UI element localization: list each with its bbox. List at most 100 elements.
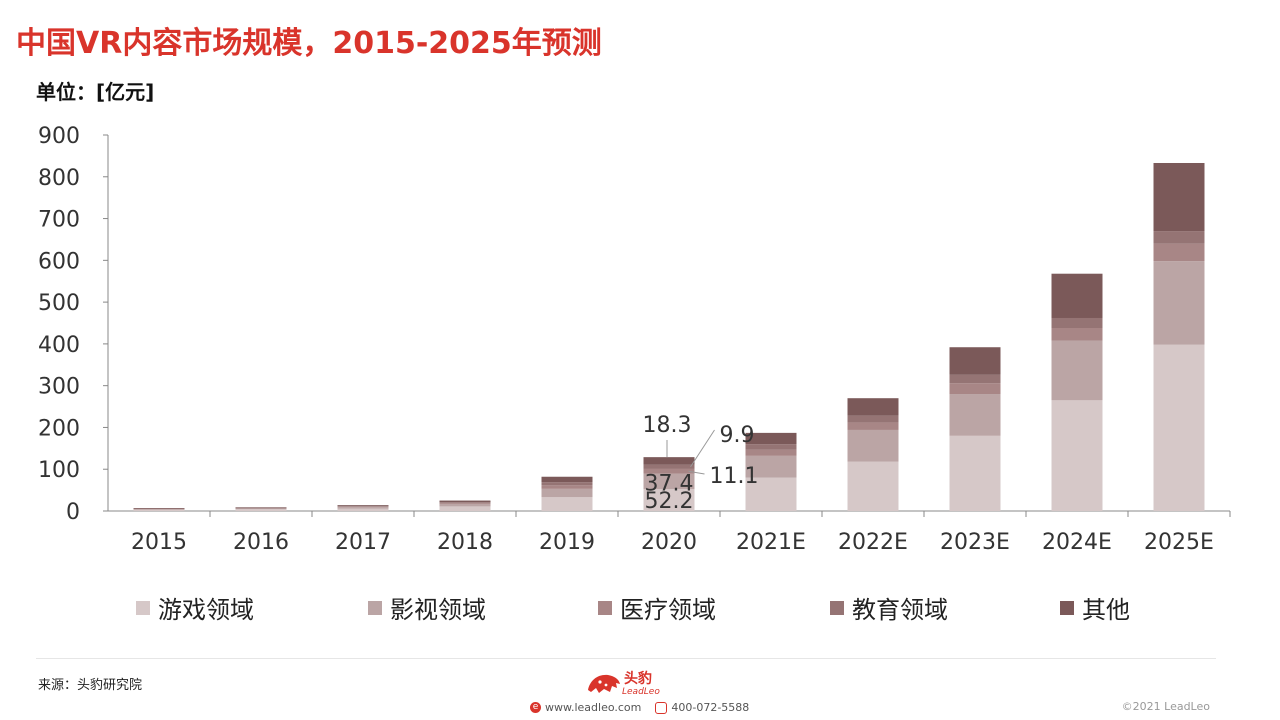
leopard-logo-icon bbox=[588, 674, 620, 693]
bar-segment bbox=[133, 508, 185, 509]
y-tick-label: 500 bbox=[38, 291, 80, 316]
bar-segment bbox=[949, 347, 1001, 375]
bar-segment bbox=[439, 502, 491, 503]
y-tick-label: 600 bbox=[38, 249, 80, 274]
bar-segment bbox=[541, 482, 593, 486]
y-tick-label: 400 bbox=[38, 333, 80, 358]
bar-segment bbox=[949, 383, 1001, 395]
bar-segment bbox=[541, 476, 593, 483]
phone-icon bbox=[655, 701, 668, 714]
bar-segment bbox=[337, 508, 389, 511]
legend-item: 游戏领域 bbox=[136, 590, 254, 625]
y-tick-label: 300 bbox=[38, 375, 80, 400]
x-tick-label: 2018 bbox=[437, 530, 493, 555]
unit-label: 单位：[亿元] bbox=[36, 80, 155, 104]
bar-segment bbox=[949, 374, 1001, 384]
y-tick-label: 100 bbox=[38, 458, 80, 483]
x-tick-label: 2017 bbox=[335, 530, 391, 555]
x-tick-label: 2023E bbox=[940, 530, 1010, 555]
bar-segment bbox=[745, 477, 797, 511]
bar-segment bbox=[541, 488, 593, 498]
legend-item: 教育领域 bbox=[830, 590, 948, 625]
bar-segment bbox=[1051, 328, 1103, 341]
bar-segment bbox=[643, 489, 695, 511]
bar-segment bbox=[1051, 340, 1103, 401]
stacked-bar-chart: 0 100 200 300 400 500 600 700 800 900 2015 2016 2017… bbox=[38, 124, 1231, 555]
x-tick-label: 2024E bbox=[1042, 530, 1112, 555]
data-label: 37.4 bbox=[645, 471, 694, 496]
bar-segment bbox=[847, 429, 899, 462]
brand-sub: LeadLeo bbox=[622, 687, 660, 697]
legend-swatch bbox=[830, 600, 844, 615]
bar-segment bbox=[235, 507, 287, 509]
bar-segment bbox=[745, 444, 797, 450]
bar-segment bbox=[235, 507, 287, 509]
legend-swatch bbox=[368, 600, 382, 615]
legend-item: 影视领域 bbox=[368, 590, 486, 625]
copyright: ©2021 LeadLeo bbox=[1121, 700, 1210, 713]
bar-segment bbox=[235, 509, 287, 511]
legend-label: 医疗领域 bbox=[620, 596, 716, 624]
bar-segment bbox=[1153, 243, 1205, 262]
bar-segment bbox=[745, 449, 797, 456]
bar-segment bbox=[133, 509, 185, 511]
annotation-leader bbox=[688, 470, 705, 475]
legend-label: 影视领域 bbox=[390, 596, 486, 624]
legend-label: 游戏领域 bbox=[158, 596, 254, 624]
bar-segment bbox=[337, 506, 389, 507]
bar-segment bbox=[1051, 317, 1103, 329]
legend-label: 教育领域 bbox=[852, 596, 948, 624]
bar-segment bbox=[643, 473, 695, 490]
bar-segment bbox=[133, 508, 185, 510]
bar-segment bbox=[847, 415, 899, 423]
bar-segment bbox=[235, 507, 287, 508]
bar-segment bbox=[1153, 162, 1205, 232]
bar-segment bbox=[541, 497, 593, 511]
bar-segment bbox=[235, 508, 287, 510]
x-tick-label: 2022E bbox=[838, 530, 908, 555]
x-tick-label: 2015 bbox=[131, 530, 187, 555]
bar-segment bbox=[643, 457, 695, 465]
bar-segment bbox=[847, 422, 899, 430]
bar-segment bbox=[745, 455, 797, 478]
legend-swatch bbox=[136, 600, 150, 615]
bar-segment bbox=[643, 468, 695, 474]
bar-segment bbox=[1153, 231, 1205, 244]
data-label: 18.3 bbox=[643, 413, 692, 438]
bar-segment bbox=[1153, 344, 1205, 511]
bar-segment bbox=[439, 503, 491, 507]
bar-segment bbox=[337, 506, 389, 508]
bar-segment bbox=[337, 505, 389, 507]
brand-logo: 头豹 LeadLeo bbox=[586, 668, 660, 697]
bar-segment bbox=[949, 435, 1001, 511]
bar-segment bbox=[949, 394, 1001, 436]
y-tick-label: 700 bbox=[38, 208, 80, 233]
bar-segment bbox=[643, 464, 695, 469]
website-link[interactable]: www.leadleo.com bbox=[545, 701, 642, 714]
bar-segment bbox=[439, 502, 491, 504]
y-tick-label: 0 bbox=[66, 500, 80, 525]
annotation-leader bbox=[690, 429, 715, 468]
bar-segment bbox=[541, 485, 593, 489]
data-label: 52.2 bbox=[645, 489, 694, 514]
y-tick-label: 900 bbox=[38, 124, 80, 149]
legend-item: 医疗领域 bbox=[598, 590, 716, 625]
bar-segment bbox=[439, 500, 491, 503]
bar-segment bbox=[847, 398, 899, 416]
bar-segment bbox=[439, 506, 491, 511]
legend-item: 其他 bbox=[1060, 590, 1130, 625]
bar-segment bbox=[1051, 400, 1103, 511]
x-tick-label: 2025E bbox=[1144, 530, 1214, 555]
bar-segment bbox=[1153, 261, 1205, 345]
y-tick-label: 800 bbox=[38, 166, 80, 191]
bar-segment bbox=[847, 461, 899, 511]
x-tick-label: 2020 bbox=[641, 530, 697, 555]
bar-segment bbox=[1051, 273, 1103, 318]
bar-segment bbox=[337, 507, 389, 509]
bar-segment bbox=[745, 432, 797, 445]
web-icon: e bbox=[530, 702, 541, 713]
x-tick-label: 2016 bbox=[233, 530, 289, 555]
chart-legend: 游戏领域 影视领域 医疗领域 教育领域 其他 bbox=[0, 590, 1280, 624]
legend-label: 其他 bbox=[1082, 596, 1130, 624]
bar-segment bbox=[133, 508, 185, 509]
